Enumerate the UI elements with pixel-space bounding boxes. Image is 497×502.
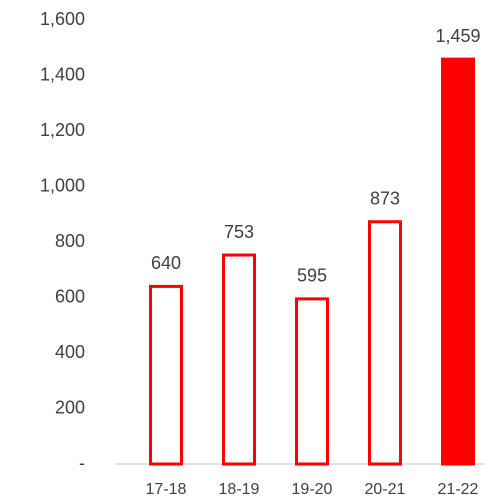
value-label: 1,459 bbox=[435, 26, 480, 46]
y-tick-label: 400 bbox=[55, 342, 85, 362]
y-tick-label: 600 bbox=[55, 286, 85, 306]
x-tick-label: 17-18 bbox=[146, 481, 187, 498]
bar bbox=[441, 57, 475, 466]
y-tick-label: 1,600 bbox=[40, 9, 85, 29]
x-tick-label: 20-21 bbox=[365, 481, 406, 498]
bar bbox=[222, 253, 256, 466]
value-label: 595 bbox=[297, 266, 327, 286]
x-tick-label: 19-20 bbox=[292, 481, 333, 498]
bar bbox=[149, 284, 183, 466]
value-label: 873 bbox=[370, 188, 400, 208]
y-tick-label: 200 bbox=[55, 397, 85, 417]
bar bbox=[295, 297, 329, 466]
value-label: 753 bbox=[224, 222, 254, 242]
x-tick-label: 21-22 bbox=[438, 481, 479, 498]
value-label: 640 bbox=[151, 253, 181, 273]
x-tick-label: 18-19 bbox=[219, 481, 260, 498]
y-tick-label: 800 bbox=[55, 231, 85, 251]
y-tick-label: 1,400 bbox=[40, 64, 85, 84]
y-tick-label: 1,000 bbox=[40, 175, 85, 195]
bar bbox=[368, 220, 402, 466]
y-tick-label: - bbox=[79, 453, 85, 473]
y-tick-label: 1,200 bbox=[40, 120, 85, 140]
